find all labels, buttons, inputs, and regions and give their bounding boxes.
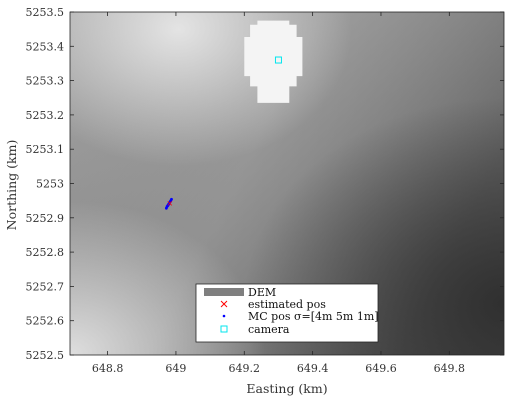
y-tick-label: 5252.9 — [26, 212, 65, 225]
legend-label-camera: camera — [248, 323, 290, 336]
legend-label-estimated-pos: estimated pos — [248, 298, 326, 311]
legend-estimated-pos-marker — [220, 300, 228, 308]
camera-series — [274, 56, 282, 64]
y-tick-label: 5252.7 — [26, 280, 65, 293]
y-tick-label: 5252.8 — [26, 246, 65, 259]
y-tick-label: 5253 — [36, 178, 64, 191]
legend-dem-swatch — [204, 288, 244, 296]
legend-label-dem: DEM — [248, 286, 276, 299]
y-tick-label: 5252.5 — [26, 349, 65, 362]
estimated-position-point — [167, 201, 173, 206]
camera-point — [274, 56, 282, 64]
y-tick-label: 5252.6 — [26, 315, 65, 328]
x-tick-label: 649.4 — [297, 362, 329, 375]
y-axis-title: Northing (km) — [4, 140, 19, 231]
y-axis-ticks: 5252.5 5252.6 5252.7 5252.8 5252.9 5253 5253.1… — [26, 6, 504, 362]
no-data-mask — [244, 20, 303, 103]
legend-mc-pos-marker — [222, 314, 226, 318]
x-tick-label: 649.6 — [365, 362, 397, 375]
legend-camera-marker — [220, 325, 228, 333]
x-tick-label: 649 — [165, 362, 186, 375]
y-tick-label: 5253.5 — [26, 6, 65, 19]
x-tick-label: 649.8 — [434, 362, 466, 375]
x-axis-title: Easting (km) — [246, 381, 327, 396]
y-tick-label: 5253.1 — [26, 143, 65, 156]
y-tick-label: 5253.4 — [26, 40, 65, 53]
y-tick-label: 5253.3 — [26, 75, 65, 88]
estimated-position-series — [167, 201, 173, 206]
legend: DEM estimated pos MC pos σ=[4m 5m 1m] ca… — [195, 283, 379, 343]
x-tick-label: 649.2 — [229, 362, 261, 375]
x-axis-ticks: 648.8 649 649.2 649.4 649.6 649.8 — [92, 12, 465, 375]
x-tick-label: 648.8 — [92, 362, 124, 375]
y-tick-label: 5253.2 — [26, 109, 65, 122]
legend-label-mc-pos: MC pos σ=[4m 5m 1m] — [248, 310, 379, 323]
